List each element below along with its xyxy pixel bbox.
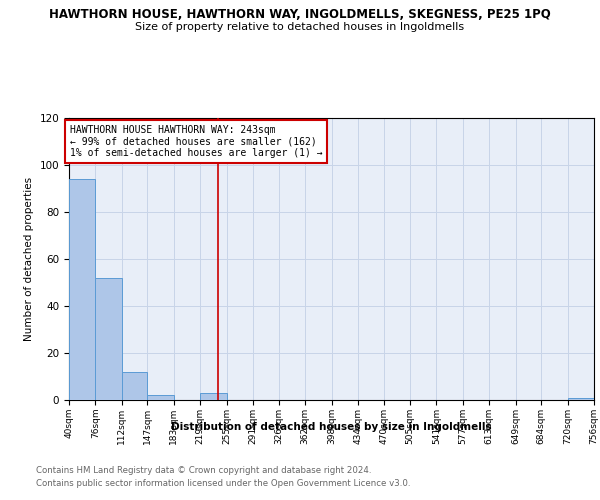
Bar (95, 278, 122, 400)
Text: Size of property relative to detached houses in Ingoldmells: Size of property relative to detached ho… (136, 22, 464, 32)
Text: HAWTHORN HOUSE, HAWTHORN WAY, INGOLDMELLS, SKEGNESS, PE25 1PQ: HAWTHORN HOUSE, HAWTHORN WAY, INGOLDMELL… (49, 8, 551, 20)
Y-axis label: Number of detached properties: Number of detached properties (24, 176, 34, 341)
Bar (69, 178, 95, 400)
Bar (122, 372, 148, 400)
Text: Contains HM Land Registry data © Crown copyright and database right 2024.: Contains HM Land Registry data © Crown c… (36, 466, 371, 475)
Text: Contains public sector information licensed under the Open Government Licence v3: Contains public sector information licen… (36, 479, 410, 488)
Text: Distribution of detached houses by size in Ingoldmells: Distribution of detached houses by size … (171, 422, 492, 432)
Text: HAWTHORN HOUSE HAWTHORN WAY: 243sqm
← 99% of detached houses are smaller (162)
1: HAWTHORN HOUSE HAWTHORN WAY: 243sqm ← 99… (70, 124, 322, 158)
Bar (200, 393, 227, 400)
Bar (568, 398, 594, 400)
Bar (148, 396, 174, 400)
